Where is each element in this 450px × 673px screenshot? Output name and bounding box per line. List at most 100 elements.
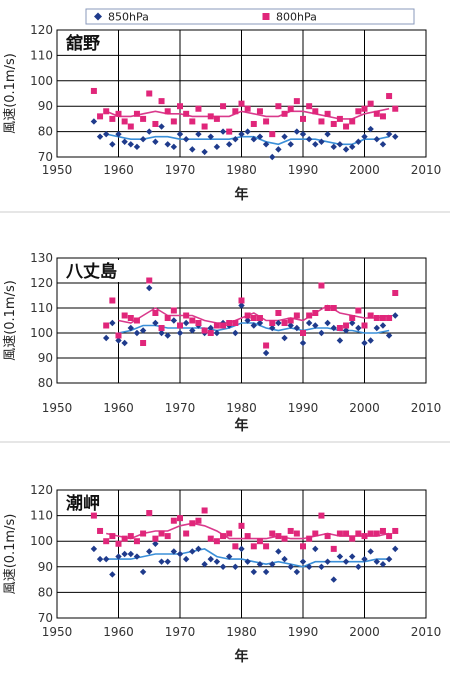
data-point-850 xyxy=(367,125,374,133)
y-tick-label: 70 xyxy=(38,611,53,625)
data-point-800 xyxy=(238,522,245,529)
data-point-850 xyxy=(238,130,245,138)
x-tick-label: 1970 xyxy=(165,401,196,415)
data-point-800 xyxy=(140,340,147,346)
data-point-800 xyxy=(312,108,319,115)
data-point-800 xyxy=(306,103,313,110)
data-point-800 xyxy=(330,545,337,552)
data-point-850 xyxy=(281,133,288,140)
data-point-800 xyxy=(349,118,356,125)
data-point-850 xyxy=(275,146,282,153)
x-tick-label: 1960 xyxy=(103,401,134,415)
data-point-850 xyxy=(250,136,257,143)
data-point-850 xyxy=(152,319,159,327)
data-point-850 xyxy=(115,553,122,560)
x-tick-label: 1950 xyxy=(42,625,73,639)
data-point-850 xyxy=(103,334,110,342)
legend-label: 800hPa xyxy=(276,11,317,24)
data-point-850 xyxy=(355,563,362,570)
data-point-850 xyxy=(90,118,98,125)
data-point-800 xyxy=(127,123,134,130)
x-tick-label: 1990 xyxy=(288,401,319,415)
data-point-850 xyxy=(305,563,313,570)
data-point-850 xyxy=(115,130,122,138)
data-point-800 xyxy=(103,108,110,115)
data-point-850 xyxy=(207,133,214,140)
data-point-800 xyxy=(318,282,325,289)
y-tick-label: 90 xyxy=(38,560,53,574)
data-point-850 xyxy=(250,322,257,329)
data-point-850 xyxy=(373,136,380,143)
legend-box xyxy=(85,8,415,25)
data-point-850 xyxy=(342,558,350,565)
data-point-850 xyxy=(195,130,202,138)
data-point-800 xyxy=(379,113,386,120)
data-point-800 xyxy=(238,297,245,304)
data-point-800 xyxy=(355,307,362,314)
data-point-850 xyxy=(164,141,171,148)
data-point-850 xyxy=(385,130,393,138)
data-point-800 xyxy=(336,325,343,331)
x-tick-label: 2000 xyxy=(349,401,380,415)
data-point-800 xyxy=(386,93,393,100)
data-point-850 xyxy=(324,558,331,565)
data-point-800 xyxy=(207,535,214,542)
data-point-800 xyxy=(183,110,190,117)
data-point-800 xyxy=(300,115,306,122)
data-point-800 xyxy=(109,115,116,122)
data-point-850 xyxy=(201,561,208,568)
data-point-850 xyxy=(349,319,356,327)
y-tick-label: 110 xyxy=(30,48,53,62)
y-axis-label: 風速(0.1m/s) xyxy=(3,280,18,361)
data-point-850 xyxy=(392,545,399,553)
data-point-800 xyxy=(170,517,177,524)
data-point-850 xyxy=(182,136,190,143)
data-point-800 xyxy=(97,527,104,534)
data-point-850 xyxy=(207,555,214,563)
data-point-800 xyxy=(146,90,153,97)
data-point-850 xyxy=(226,553,233,560)
data-point-850 xyxy=(367,337,374,344)
data-point-800 xyxy=(201,123,208,130)
data-point-850 xyxy=(146,548,153,555)
data-point-800 xyxy=(312,310,319,316)
data-point-850 xyxy=(189,327,196,334)
data-point-850 xyxy=(373,558,380,565)
data-point-850 xyxy=(287,322,294,329)
data-point-800 xyxy=(330,305,337,311)
data-point-800 xyxy=(103,538,110,545)
y-tick-label: 80 xyxy=(38,125,53,139)
data-point-850 xyxy=(195,545,202,553)
data-point-850 xyxy=(152,138,159,145)
data-point-800 xyxy=(336,115,343,122)
data-point-850 xyxy=(269,153,276,161)
x-tick-label: 1980 xyxy=(226,163,257,177)
data-point-850 xyxy=(379,322,387,329)
data-point-800 xyxy=(232,320,239,326)
data-point-850 xyxy=(336,141,344,148)
data-point-800 xyxy=(373,530,380,537)
data-point-850 xyxy=(109,141,116,148)
data-point-800 xyxy=(300,543,306,550)
data-point-800 xyxy=(306,535,313,542)
data-point-850 xyxy=(330,143,337,151)
data-point-850 xyxy=(133,553,141,560)
panel-title: 舘野 xyxy=(65,33,100,54)
data-point-800 xyxy=(177,103,183,110)
data-point-850 xyxy=(127,550,134,558)
data-point-800 xyxy=(263,543,270,550)
data-point-850 xyxy=(182,555,190,563)
data-point-800 xyxy=(275,103,282,110)
data-point-850 xyxy=(103,555,110,563)
data-point-800 xyxy=(367,100,374,107)
data-point-800 xyxy=(127,315,134,321)
y-tick-label: 90 xyxy=(38,351,53,365)
data-point-850 xyxy=(152,540,159,547)
data-point-850 xyxy=(189,146,196,153)
data-point-800 xyxy=(238,100,245,107)
data-point-800 xyxy=(330,120,337,127)
data-point-850 xyxy=(305,136,313,143)
data-point-800 xyxy=(324,533,331,540)
data-point-800 xyxy=(293,530,300,537)
data-point-800 xyxy=(90,87,97,94)
